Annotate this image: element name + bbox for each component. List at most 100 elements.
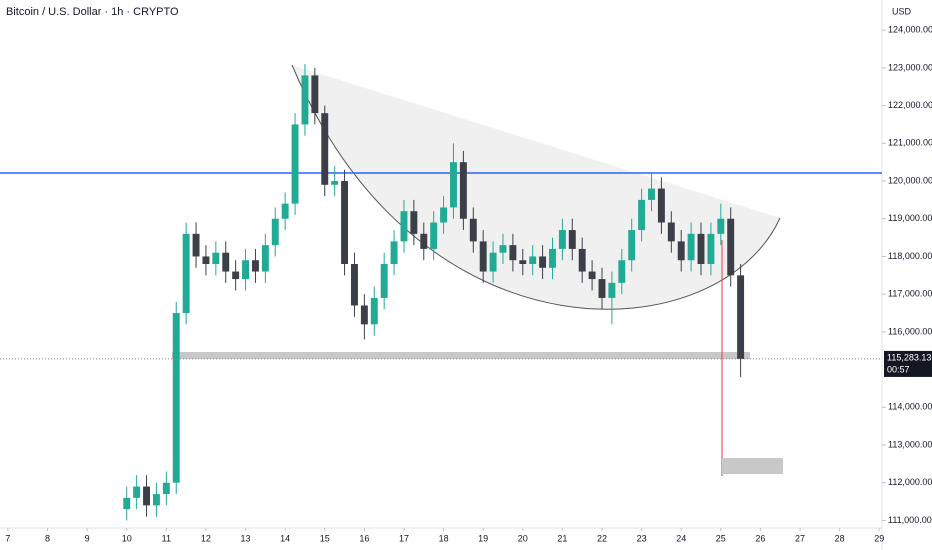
- target-zone: [722, 458, 783, 474]
- currency-label: USD: [892, 6, 912, 16]
- y-tick-label: 116,000.00: [888, 326, 932, 336]
- last-price-box: [884, 350, 932, 377]
- candle-body: [410, 211, 418, 234]
- candle-body: [350, 264, 358, 306]
- y-tick-label: 121,000.00: [888, 138, 932, 148]
- x-tick-label: 28: [835, 533, 845, 543]
- candle-body: [232, 271, 240, 280]
- candle-body: [499, 245, 507, 253]
- candle-body: [568, 230, 576, 249]
- candle-body: [677, 241, 685, 261]
- x-tick-label: 14: [280, 533, 290, 543]
- candle-body: [648, 188, 655, 200]
- candle-body: [143, 486, 151, 506]
- candle-body: [598, 279, 606, 298]
- candle-body: [430, 222, 438, 249]
- y-tick-label: 111,000.00: [888, 515, 932, 525]
- candle-body: [450, 162, 457, 208]
- candle-body: [192, 233, 200, 257]
- candle-body: [212, 252, 220, 264]
- candle-body: [152, 494, 160, 506]
- y-tick-label: 120,000.00: [888, 175, 932, 185]
- x-tick-label: 13: [241, 533, 251, 543]
- x-tick-label: 25: [716, 533, 726, 543]
- candle-body: [489, 252, 497, 272]
- candle-body: [529, 256, 537, 264]
- candle-body: [539, 256, 547, 268]
- candle-body: [123, 497, 131, 510]
- chart-title: Bitcoin / U.S. Dollar · 1h · CRYPTO: [6, 6, 179, 18]
- x-tick-label: 29: [874, 533, 884, 543]
- candle-body: [321, 113, 329, 185]
- x-tick-label: 7: [5, 533, 10, 543]
- y-tick-label: 118,000.00: [888, 251, 932, 261]
- pattern-shade: [292, 65, 780, 310]
- countdown: 00:57: [887, 364, 910, 374]
- candle-body: [242, 260, 250, 280]
- candle-body: [222, 252, 230, 272]
- candle-body: [717, 218, 725, 234]
- x-tick-label: 17: [399, 533, 409, 543]
- x-tick-label: 24: [676, 533, 686, 543]
- candle-body: [697, 233, 705, 264]
- candle-body: [291, 124, 299, 204]
- x-tick-label: 20: [518, 533, 528, 543]
- candle-body: [558, 230, 566, 249]
- x-tick-label: 23: [637, 533, 647, 543]
- candle-body: [628, 230, 636, 261]
- x-tick-label: 26: [755, 533, 765, 543]
- x-tick-label: 18: [439, 533, 449, 543]
- y-tick-label: 112,000.00: [888, 477, 932, 487]
- candle-body: [549, 248, 556, 268]
- x-tick-label: 21: [557, 533, 567, 543]
- candle-body: [509, 245, 517, 261]
- x-tick-label: 15: [320, 533, 330, 543]
- support-zone: [172, 352, 750, 359]
- candle-body: [687, 233, 695, 261]
- candle-body: [479, 241, 487, 272]
- candle-body: [638, 199, 646, 231]
- x-tick-label: 10: [122, 533, 132, 543]
- x-tick-label: 27: [795, 533, 805, 543]
- candle-body: [370, 297, 378, 325]
- candle-body: [519, 260, 527, 264]
- candle-body: [301, 75, 309, 125]
- candle-body: [271, 218, 279, 246]
- candle-body: [251, 260, 259, 272]
- candle-body: [331, 181, 339, 185]
- candle-body: [162, 482, 170, 495]
- candle-body: [578, 248, 586, 272]
- last-price-label: 115,283.13: [887, 352, 931, 362]
- candle-body: [261, 245, 269, 272]
- candle-body: [608, 282, 616, 298]
- candle-body: [380, 264, 388, 298]
- y-tick-label: 114,000.00: [888, 402, 932, 412]
- y-tick-label: 119,000.00: [888, 213, 932, 223]
- candle-body: [341, 181, 349, 264]
- x-tick-label: 22: [597, 533, 607, 543]
- x-tick-label: 19: [478, 533, 488, 543]
- x-tick-label: 9: [85, 533, 90, 543]
- candle-body: [737, 275, 745, 359]
- candle-body: [667, 222, 675, 242]
- candle-body: [420, 233, 428, 249]
- candle-body: [440, 207, 448, 223]
- x-tick-label: 8: [45, 533, 50, 543]
- candle-body: [133, 486, 141, 498]
- candle-body: [390, 241, 398, 264]
- candle-body: [727, 218, 735, 276]
- y-tick-label: 117,000.00: [888, 289, 932, 299]
- candle-body: [707, 233, 715, 264]
- candle-body: [311, 75, 319, 114]
- candle-body: [618, 260, 626, 283]
- candle-body: [360, 305, 368, 325]
- y-tick-label: 122,000.00: [888, 100, 932, 110]
- candle-body: [281, 203, 289, 219]
- candle-body: [459, 162, 467, 219]
- candle-body: [400, 211, 408, 242]
- x-tick-label: 16: [359, 533, 369, 543]
- candle-body: [657, 188, 665, 223]
- candle-body: [172, 313, 180, 483]
